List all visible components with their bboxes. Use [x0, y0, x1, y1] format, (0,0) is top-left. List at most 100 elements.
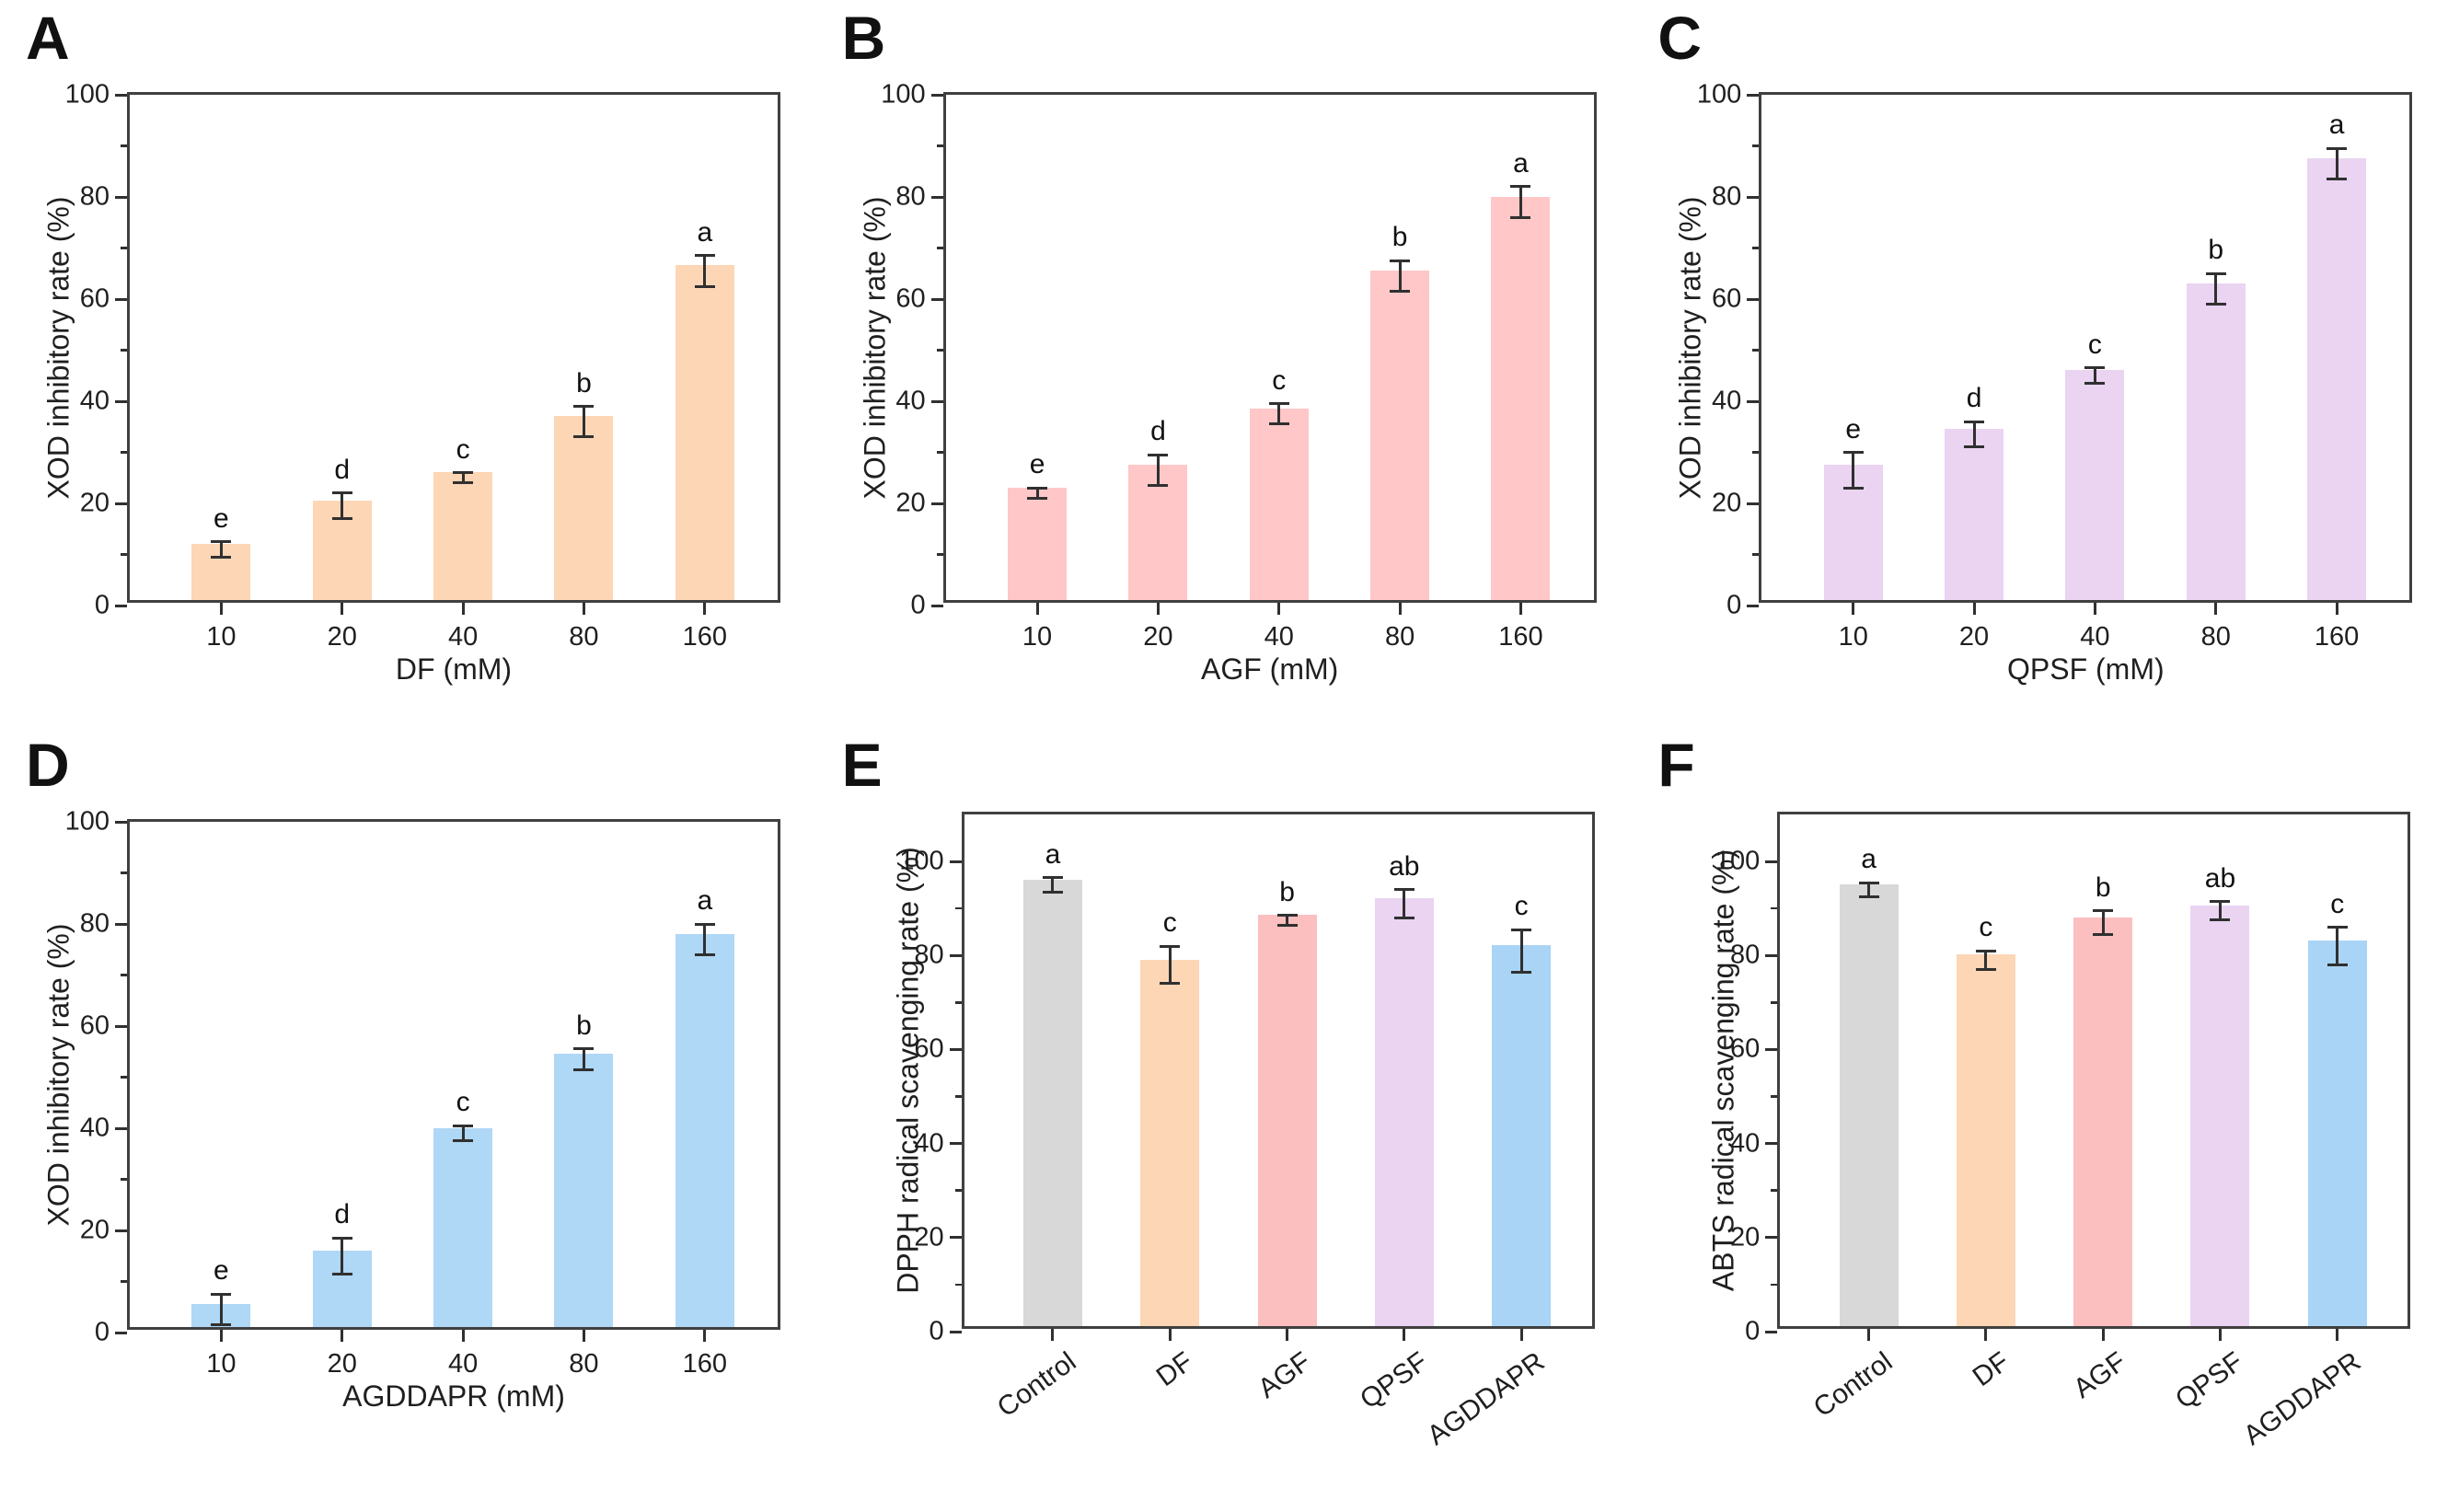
- sig-letter: c: [1272, 364, 1287, 396]
- sig-letter: e: [1845, 413, 1862, 444]
- x-tick: [1519, 1329, 1523, 1341]
- error-bar-line: [1972, 421, 1976, 447]
- error-bar-cap-bottom: [2084, 382, 2106, 386]
- error-bar-cap-top: [453, 1124, 474, 1127]
- error-bar-cap-bottom: [1160, 982, 1181, 986]
- sig-letter: c: [1514, 891, 1529, 922]
- error-bar-line: [2101, 910, 2105, 935]
- error-bar-cap-top: [1160, 944, 1181, 948]
- x-axis-label: DF (mM): [395, 652, 513, 686]
- error-bar-cap-top: [2205, 271, 2226, 275]
- x-tick: [1051, 1329, 1055, 1341]
- x-axis-label: QPSF (mM): [2006, 652, 2165, 686]
- y-tick-label: 100: [64, 806, 110, 837]
- error-bar-line: [1984, 951, 1988, 970]
- x-tick: [1286, 1329, 1289, 1341]
- bar-QPSF: [1374, 898, 1434, 1326]
- bar-80: [2186, 283, 2246, 600]
- x-tick-label: QPSF: [2170, 1346, 2249, 1415]
- x-tick: [341, 1330, 344, 1342]
- error-bar-cap-bottom: [453, 481, 474, 485]
- y-minor-tick: [1752, 144, 1760, 147]
- y-minor-tick: [936, 247, 943, 249]
- error-bar-cap-top: [1964, 420, 1985, 423]
- x-tick-label: 160: [682, 1349, 727, 1379]
- y-tick-label: 60: [1712, 283, 1742, 314]
- error-bar-line: [703, 924, 707, 955]
- y-minor-tick: [1771, 1189, 1778, 1192]
- error-bar-cap-bottom: [2327, 963, 2348, 966]
- x-tick-label: 40: [447, 622, 479, 652]
- y-tick: [930, 93, 943, 97]
- bar-160: [1491, 196, 1551, 600]
- y-minor-tick: [121, 871, 127, 874]
- error-bar-cap-top: [694, 922, 715, 926]
- y-minor-tick: [121, 1178, 127, 1181]
- error-bar-line: [461, 1125, 465, 1141]
- error-bar-cap-bottom: [573, 435, 595, 439]
- x-tick-label: 160: [2314, 622, 2360, 652]
- bar-AGDDAPR: [1492, 945, 1552, 1326]
- bar-Control: [1839, 883, 1899, 1326]
- y-tick: [115, 502, 127, 505]
- y-tick-label: 60: [895, 283, 926, 314]
- y-tick-label: 100: [1696, 79, 1742, 110]
- y-tick: [949, 1142, 962, 1146]
- panel-d: D XOD inhibitory rate (%) 0 20 40 60 80 100 e 1…: [0, 727, 816, 1454]
- y-minor-tick: [954, 1095, 962, 1098]
- bar-AGF: [1257, 914, 1317, 1326]
- x-tick-label: Control: [991, 1346, 1082, 1424]
- error-bar-cap-top: [331, 1236, 352, 1240]
- y-tick: [115, 297, 127, 301]
- error-bar-cap-top: [1393, 888, 1415, 892]
- y-minor-tick: [1771, 1095, 1778, 1098]
- error-bar-line: [461, 472, 465, 483]
- x-tick: [1398, 603, 1402, 615]
- x-tick-label: 80: [1384, 622, 1415, 652]
- y-tick: [1747, 297, 1760, 301]
- sig-letter: ab: [2204, 862, 2236, 894]
- error-bar-line: [219, 1294, 223, 1325]
- y-minor-tick: [954, 1001, 962, 1004]
- sig-letter: a: [1045, 838, 1061, 870]
- x-tick-label: AGF: [2068, 1346, 2132, 1404]
- y-axis-label: XOD inhibitory rate (%): [41, 923, 75, 1226]
- x-tick-label: 20: [327, 1349, 357, 1379]
- y-minor-tick: [1771, 906, 1778, 910]
- y-tick-label: 20: [79, 488, 110, 518]
- y-tick-label: 60: [79, 1010, 110, 1041]
- sig-letter: a: [1513, 147, 1529, 179]
- y-minor-tick: [1752, 247, 1760, 249]
- y-tick: [930, 195, 943, 199]
- sig-letter: b: [2208, 235, 2224, 266]
- error-bar-cap-top: [694, 254, 715, 258]
- error-bar-cap-top: [1268, 402, 1289, 406]
- x-tick-label: 20: [1958, 622, 1990, 652]
- error-bar-line: [2093, 367, 2096, 384]
- y-minor-tick: [1771, 1283, 1778, 1287]
- y-tick: [115, 399, 127, 403]
- y-tick: [949, 953, 962, 957]
- x-tick-label: 160: [682, 622, 727, 652]
- y-minor-tick: [1752, 349, 1760, 352]
- error-bar-line: [1277, 403, 1281, 424]
- y-axis-label: XOD inhibitory rate (%): [41, 196, 75, 499]
- y-tick: [930, 502, 943, 505]
- sig-letter: ab: [1389, 850, 1420, 882]
- x-tick-label: 40: [447, 1349, 479, 1379]
- bar-80: [554, 1054, 614, 1327]
- x-tick-label: AGDDAPR: [1422, 1346, 1551, 1451]
- x-tick-label: AGF: [1252, 1346, 1316, 1404]
- error-bar-cap-top: [1027, 486, 1048, 490]
- x-tick: [2093, 603, 2096, 615]
- y-tick-label: 100: [64, 79, 110, 110]
- x-tick: [1035, 603, 1039, 615]
- error-bar-cap-top: [453, 471, 474, 475]
- panel-letter-a: A: [26, 4, 70, 72]
- panel-c: C XOD inhibitory rate (%) 0 20 40 60 80 100 e 1…: [1632, 0, 2448, 727]
- y-tick-label: 80: [895, 181, 926, 212]
- error-bar-line: [1398, 260, 1402, 292]
- bar-20: [1128, 464, 1188, 600]
- y-minor-tick: [121, 974, 127, 976]
- sig-letter: c: [1979, 912, 1993, 943]
